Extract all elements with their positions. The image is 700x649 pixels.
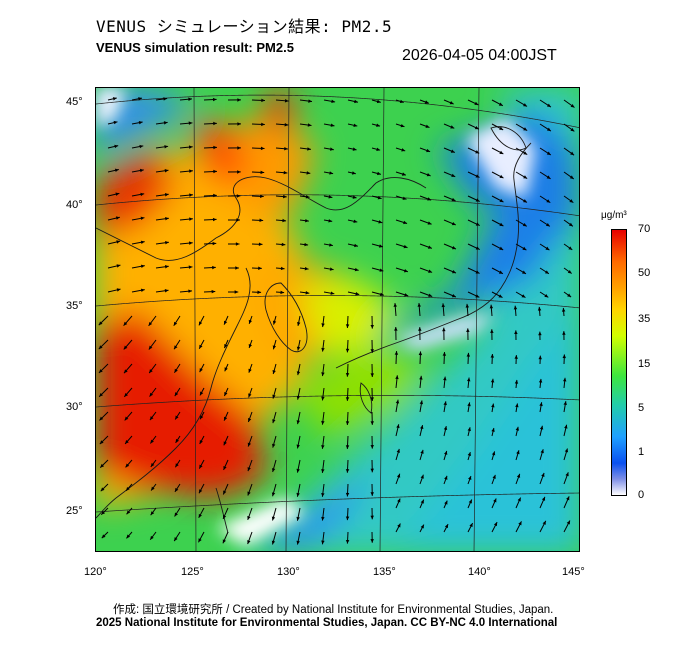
colorbar-tick-15: 15 [638, 358, 651, 370]
pm25-map [95, 87, 580, 552]
pm25-concentration-field [96, 88, 579, 551]
colorbar-tick-70: 70 [638, 223, 651, 235]
colorbar-tick-1: 1 [638, 446, 645, 458]
colorbar-tick-0: 0 [638, 489, 645, 501]
lon-label-125: 125° [181, 566, 204, 578]
colorbar [611, 229, 627, 496]
lon-label-130: 130° [277, 566, 300, 578]
credit-line: 作成: 国立環境研究所 / Created by National Instit… [113, 604, 554, 616]
lon-label-135: 135° [373, 566, 396, 578]
colorbar-tick-50: 50 [638, 267, 651, 279]
colorbar-tick-35: 35 [638, 313, 651, 325]
forecast-timestamp: 2026-04-05 04:00JST [402, 47, 557, 64]
license-line: 2025 National Institute for Environmenta… [96, 617, 558, 629]
title-english: VENUS simulation result: PM2.5 [96, 40, 294, 55]
lat-label-45: 45° [66, 96, 83, 108]
colorbar-tick-5: 5 [638, 402, 645, 414]
lon-label-145: 145° [562, 566, 585, 578]
title-japanese: VENUS シミュレーション結果: PM2.5 [96, 17, 393, 36]
lon-label-140: 140° [468, 566, 491, 578]
lat-label-35: 35° [66, 300, 83, 312]
lon-label-120: 120° [84, 566, 107, 578]
colorbar-unit: μg/m³ [601, 210, 627, 221]
wind-vectors [98, 97, 575, 545]
lat-label-40: 40° [66, 199, 83, 211]
coastlines [96, 126, 532, 534]
lat-label-25: 25° [66, 505, 83, 517]
lat-label-30: 30° [66, 401, 83, 413]
